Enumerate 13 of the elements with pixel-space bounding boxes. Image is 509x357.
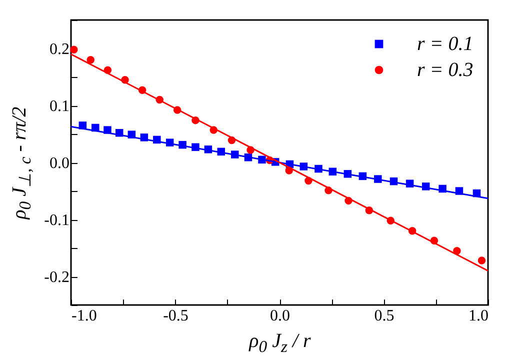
x-axis-title: ρ$_{0}$ J$_{z}$ / r: [249, 330, 311, 357]
y-tick-label: 0.0: [50, 155, 70, 172]
y-tick-label: 0.1: [50, 98, 70, 115]
legend-label: r = 0.3: [417, 59, 474, 81]
x-tick-label: -1.0: [72, 308, 97, 324]
y-tick-label: -0.1: [44, 212, 70, 229]
y-tick-label: 0.2: [50, 41, 70, 58]
x-tick-label: -0.5: [163, 308, 188, 324]
y-tick-label: -0.2: [44, 269, 70, 286]
legend-label: r = 0.1: [417, 33, 474, 55]
x-tick-label: 0.0: [270, 308, 290, 324]
x-tick-label: 1.0: [468, 308, 488, 324]
x-tick-label: 0.5: [374, 308, 394, 324]
